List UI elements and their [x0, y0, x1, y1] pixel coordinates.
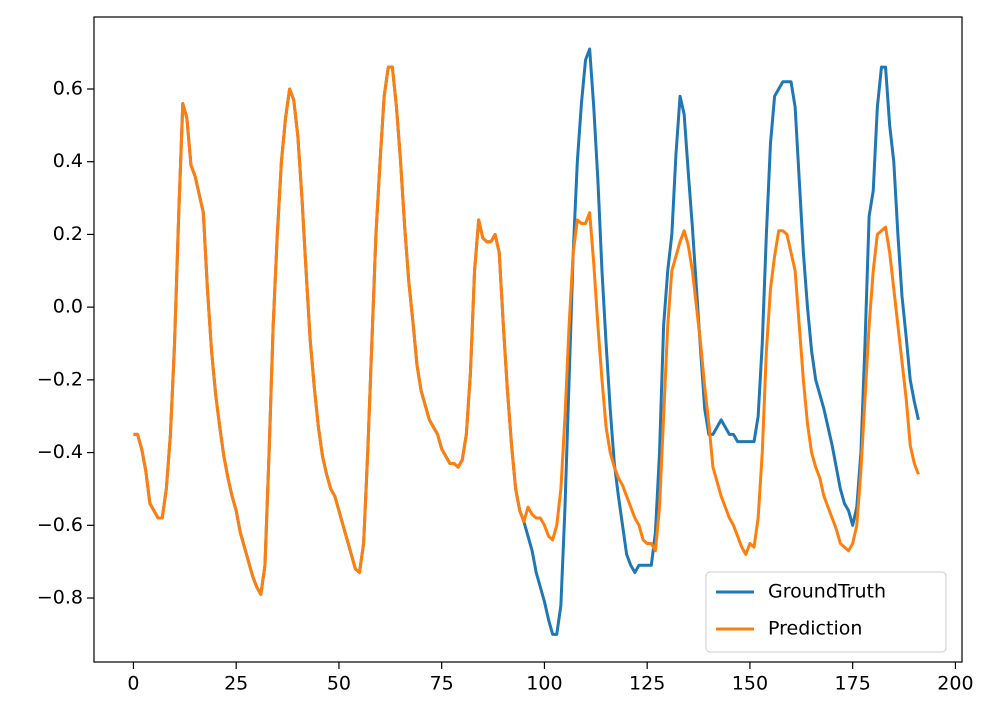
plot-frame [93, 16, 963, 663]
y-tick-label: −0.6 [37, 514, 83, 536]
x-tick-label: 0 [127, 673, 139, 695]
y-tick-label: −0.8 [37, 587, 83, 609]
legend-label: GroundTruth [768, 581, 886, 603]
legend-box [705, 571, 947, 653]
y-tick-label: −0.4 [37, 441, 83, 463]
y-tick-label: 0.2 [53, 223, 83, 245]
legend-label: Prediction [768, 618, 862, 640]
x-tick-label: 100 [526, 673, 562, 695]
x-tick-label: 125 [629, 673, 665, 695]
x-tick-label: 75 [430, 673, 454, 695]
y-tick-label: 0.4 [53, 150, 83, 172]
x-tick-label: 25 [224, 673, 248, 695]
y-tick-label: −0.2 [37, 368, 83, 390]
x-tick-label: 150 [732, 673, 768, 695]
x-tick-label: 50 [327, 673, 351, 695]
y-tick-label: 0.0 [53, 296, 83, 318]
series-line [133, 65, 920, 596]
x-tick-label: 175 [835, 673, 871, 695]
y-tick-label: 0.6 [53, 77, 83, 99]
x-tick-label: 200 [937, 673, 973, 695]
